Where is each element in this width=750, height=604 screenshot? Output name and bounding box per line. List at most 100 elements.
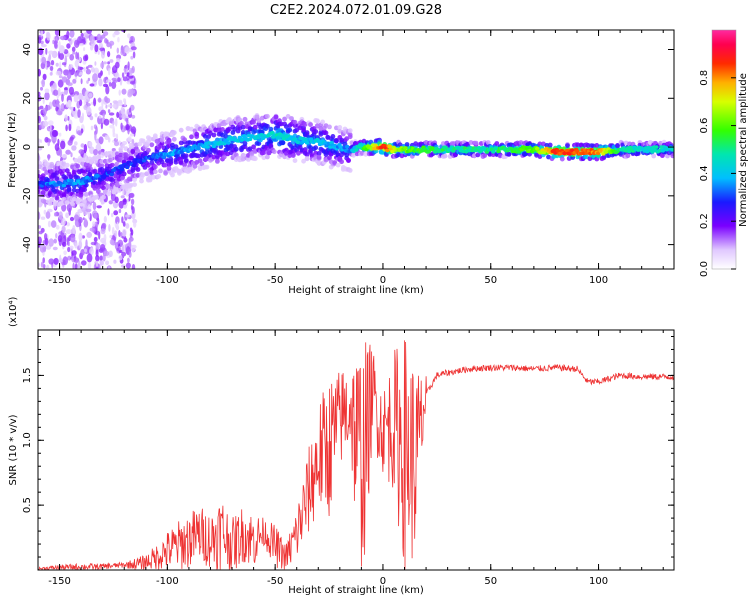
noise-point xyxy=(48,238,54,247)
y-tick-label: -40 xyxy=(22,236,33,252)
spectrum-point xyxy=(240,130,246,135)
noise-point xyxy=(118,200,125,209)
noise-point xyxy=(121,216,124,224)
spectrum-point xyxy=(80,157,86,163)
y-tick-label: 1.0 xyxy=(22,432,33,448)
spectrum-point xyxy=(440,141,446,146)
noise-point xyxy=(100,49,106,59)
noise-point xyxy=(65,149,71,155)
noise-point xyxy=(101,99,104,108)
ridge-point xyxy=(161,155,166,159)
spectrum-point xyxy=(177,169,182,175)
noise-point xyxy=(90,67,95,73)
spectrum-point xyxy=(130,149,136,155)
spectrum-point xyxy=(287,127,293,133)
spectrum-point xyxy=(327,155,332,161)
ridge-point xyxy=(357,143,363,147)
noise-point xyxy=(47,220,51,228)
colorbar-tick-label: 0.8 xyxy=(699,70,710,86)
noise-point xyxy=(90,125,94,131)
spectrum-point xyxy=(108,157,113,163)
noise-point xyxy=(80,249,85,256)
spectrum-point xyxy=(278,121,284,127)
spectrum-point xyxy=(290,153,296,159)
noise-point xyxy=(109,239,115,245)
noise-point xyxy=(42,97,45,105)
noise-point xyxy=(49,65,54,71)
noise-point xyxy=(72,262,75,269)
noise-point xyxy=(56,110,63,116)
ridge-point xyxy=(282,134,288,138)
noise-point xyxy=(131,114,136,119)
spectrum-point xyxy=(301,158,306,164)
noise-point xyxy=(100,227,106,235)
noise-point xyxy=(105,85,110,95)
ridge-point xyxy=(645,149,650,154)
noise-point xyxy=(73,214,80,222)
spectrum-point xyxy=(265,113,270,119)
noise-point xyxy=(94,61,97,66)
noise-point xyxy=(48,258,55,265)
noise-point xyxy=(67,82,73,86)
spectrum-point xyxy=(323,130,329,136)
noise-point xyxy=(82,217,85,221)
spectrum-point xyxy=(54,195,60,201)
snr-series-line xyxy=(38,340,674,570)
spectrum-point xyxy=(192,163,198,169)
noise-point xyxy=(54,143,60,152)
spectrum-point xyxy=(82,199,87,205)
spectrum-point xyxy=(256,118,262,124)
noise-point xyxy=(95,125,98,135)
noise-point xyxy=(62,256,68,266)
noise-point xyxy=(125,214,130,218)
spectrum-point xyxy=(87,172,93,177)
spectrum-point xyxy=(121,171,127,177)
noise-point xyxy=(131,126,137,135)
noise-point xyxy=(82,96,86,101)
spectrum-point xyxy=(99,159,105,165)
noise-point xyxy=(55,62,59,67)
ridge-point xyxy=(125,165,130,169)
spectrum-point xyxy=(135,167,141,172)
spectrum-point xyxy=(123,152,129,158)
noise-point xyxy=(128,239,132,248)
x-tick-label: 0 xyxy=(380,576,386,587)
noise-point xyxy=(38,147,43,151)
spectrum-point xyxy=(204,164,210,170)
noise-point xyxy=(124,46,130,54)
ridge-point xyxy=(387,144,392,148)
spectrogram-panel: -150 -100 -50 0 50 100 -40 -20 0 20 40 Height of s… xyxy=(7,29,675,296)
spectrum-point xyxy=(66,187,72,193)
spectrum-point xyxy=(404,142,410,147)
noise-point xyxy=(61,241,67,247)
noise-point xyxy=(111,226,115,236)
noise-point xyxy=(77,52,80,61)
x-tick-label: -100 xyxy=(156,576,179,587)
noise-point xyxy=(61,76,68,83)
noise-point xyxy=(55,70,62,76)
spectrum-point xyxy=(49,197,55,203)
noise-point xyxy=(89,115,94,121)
spectrum-point xyxy=(170,172,175,178)
spectrum-point xyxy=(70,201,75,207)
noise-point xyxy=(79,202,84,207)
noise-point xyxy=(50,60,55,66)
noise-point xyxy=(64,87,69,91)
ridge-point xyxy=(119,167,125,171)
spectrum-point xyxy=(42,199,48,205)
spectrum-point xyxy=(559,156,565,162)
noise-point xyxy=(129,89,136,95)
noise-point xyxy=(57,235,63,243)
noise-point xyxy=(66,30,70,39)
noise-point xyxy=(122,229,127,237)
noise-point xyxy=(103,250,110,257)
noise-point xyxy=(65,124,68,132)
colorbar-tick-label: 0.0 xyxy=(699,261,710,277)
noise-point xyxy=(53,257,59,265)
noise-point xyxy=(67,241,70,247)
noise-point xyxy=(78,232,83,242)
noise-point xyxy=(107,104,113,108)
spectrum-point xyxy=(109,162,115,168)
noise-point xyxy=(126,72,130,77)
